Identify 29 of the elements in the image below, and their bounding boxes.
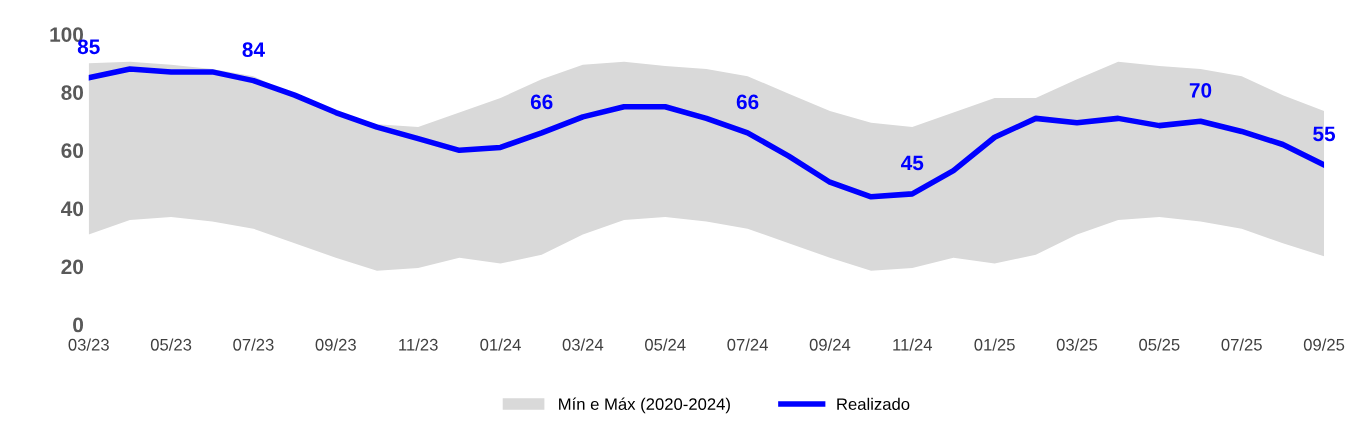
- x-tick-label: 01/24: [480, 338, 521, 351]
- data-label: 66: [736, 94, 759, 110]
- data-label: 66: [530, 94, 553, 110]
- x-tick-label: 07/24: [727, 338, 768, 351]
- data-label: 45: [901, 155, 924, 171]
- y-tick-label: 60: [61, 143, 84, 159]
- x-tick-label: 11/24: [893, 338, 933, 351]
- x-tick-label: 09/24: [809, 338, 851, 351]
- legend-label: Mín e Máx (2020-2024): [559, 397, 730, 414]
- y-tick-label: 0: [73, 317, 84, 333]
- x-tick-label: 05/25: [1139, 338, 1180, 351]
- data-label: 55: [1313, 126, 1336, 142]
- x-tick-label: 07/23: [233, 338, 274, 351]
- x-tick-label: 01/25: [974, 338, 1015, 351]
- x-tick-label: 05/24: [645, 338, 686, 351]
- x-tick-label: 03/24: [562, 338, 604, 351]
- data-label: 70: [1189, 82, 1212, 98]
- data-label: 84: [242, 42, 265, 58]
- x-tick-label: 03/23: [68, 338, 109, 351]
- x-tick-label: 09/25: [1303, 338, 1345, 351]
- x-tick-label: 07/25: [1221, 338, 1262, 351]
- x-tick-label: 11/23: [399, 338, 438, 351]
- y-tick-label: 20: [61, 259, 84, 275]
- y-tick-label: 80: [61, 85, 84, 100]
- x-tick-label: 09/23: [315, 338, 356, 351]
- y-tick-label: 40: [61, 201, 84, 217]
- x-tick-label: 05/23: [150, 338, 192, 351]
- legend-label: Realizado: [837, 397, 910, 411]
- x-tick-label: 03/25: [1056, 338, 1098, 351]
